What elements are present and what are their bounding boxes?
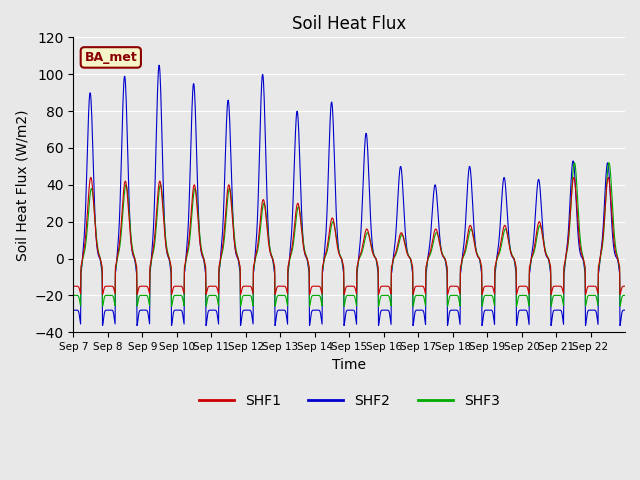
SHF3: [409, 303, 417, 309]
SHF3: [561, 265, 568, 271]
SHF1: [87, 175, 95, 180]
SHF1: [480, 285, 488, 291]
SHF1: [156, 179, 164, 184]
Text: BA_met: BA_met: [84, 51, 137, 64]
SHF1: [561, 261, 568, 266]
SHF2: [156, 71, 164, 76]
Line: SHF1: SHF1: [74, 178, 625, 294]
SHF3: [570, 160, 578, 166]
SHF2: [561, 266, 568, 272]
SHF1: [70, 283, 77, 289]
SHF3: [614, 260, 622, 265]
SHF3: [621, 292, 629, 298]
SHF1: [324, 235, 332, 240]
SHF3: [70, 292, 77, 298]
SHF2: [324, 164, 332, 170]
SHF1: [621, 283, 629, 289]
Y-axis label: Soil Heat Flux (W/m2): Soil Heat Flux (W/m2): [15, 109, 29, 261]
SHF3: [156, 184, 163, 190]
SHF2: [621, 307, 629, 313]
X-axis label: Time: Time: [332, 358, 366, 372]
SHF1: [409, 291, 417, 297]
Line: SHF2: SHF2: [74, 65, 625, 325]
Title: Soil Heat Flux: Soil Heat Flux: [292, 15, 406, 33]
SHF1: [614, 259, 622, 264]
SHF2: [444, 323, 451, 328]
SHF3: [324, 243, 332, 249]
SHF2: [480, 311, 488, 316]
SHF2: [614, 263, 622, 268]
SHF1: [335, 251, 343, 256]
Legend: SHF1, SHF2, SHF3: SHF1, SHF2, SHF3: [193, 389, 505, 414]
Line: SHF3: SHF3: [74, 163, 625, 306]
SHF2: [335, 249, 343, 254]
SHF3: [479, 297, 487, 302]
SHF3: [335, 248, 342, 253]
SHF2: [156, 62, 163, 68]
SHF2: [70, 307, 77, 313]
